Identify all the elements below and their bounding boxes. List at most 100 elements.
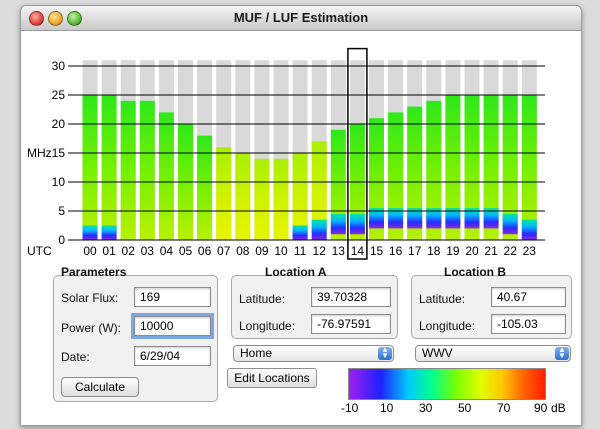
location-b-latitude-label: Latitude:	[419, 292, 466, 306]
x-tick-label: 14	[351, 244, 365, 258]
scale-label: 70	[497, 401, 511, 415]
x-tick-label: 22	[504, 244, 518, 258]
luf-band	[521, 219, 537, 240]
location-a-select[interactable]: Home ▲ ▼	[233, 345, 394, 362]
window-content: 0 5 10 15 20 25 30 MHz UTC 00 01 02 03 04 05 06 07 08 09 10…	[21, 31, 581, 425]
luf-band	[407, 208, 423, 229]
muf-bar	[292, 153, 308, 240]
date-label: Date:	[61, 350, 90, 364]
luf-band	[388, 208, 404, 229]
luf-band	[483, 208, 499, 229]
x-tick-label: 07	[217, 244, 231, 258]
luf-band	[464, 208, 480, 229]
location-a-longitude-input[interactable]: -76.97591	[311, 314, 391, 334]
power-label: Power (W):	[61, 321, 121, 335]
x-tick-label: 13	[332, 244, 346, 258]
x-tick-label: 09	[255, 244, 269, 258]
muf-bar	[101, 95, 117, 240]
x-tick-label: 06	[198, 244, 212, 258]
location-b-selected: WWV	[422, 346, 453, 360]
luf-band	[101, 225, 117, 240]
x-tick-label: 01	[102, 244, 116, 258]
luf-band	[292, 225, 308, 240]
db-color-scale	[348, 368, 546, 400]
location-a-latitude-input[interactable]: 39.70328	[311, 287, 391, 307]
power-input[interactable]: 10000	[131, 313, 214, 339]
muf-luf-window: MUF / LUF Estimation 0 5 10 15 20 25 30 MHz UTC 0…	[20, 5, 582, 426]
muf-bar	[521, 95, 537, 240]
muf-bar	[197, 135, 213, 240]
zoom-window-button[interactable]	[67, 11, 82, 26]
muf-bar	[483, 95, 499, 240]
muf-bar	[273, 158, 289, 240]
x-tick-label: 04	[160, 244, 174, 258]
y-tick-label: 0	[58, 233, 65, 247]
y-tick-label: 10	[52, 175, 66, 189]
muf-bar	[235, 153, 251, 240]
x-tick-label: 03	[141, 244, 155, 258]
luf-band	[502, 213, 518, 235]
scale-unit-label: dB	[551, 401, 566, 415]
location-b-select[interactable]: WWV ▲ ▼	[415, 345, 571, 362]
location-a-title: Location A	[265, 265, 327, 279]
x-tick-label: 18	[427, 244, 441, 258]
luf-band	[82, 225, 98, 240]
x-tick-label: 23	[523, 244, 537, 258]
location-b-longitude-label: Longitude:	[419, 319, 476, 333]
scale-label: -10	[341, 401, 359, 415]
x-tick-label: 00	[83, 244, 97, 258]
luf-band	[369, 208, 384, 229]
y-axis-label: MHz	[27, 146, 52, 160]
x-tick-label: 16	[389, 244, 403, 258]
location-b-longitude-input[interactable]: -105.03	[491, 314, 566, 334]
y-tick-label: 15	[52, 146, 66, 160]
location-a-selected: Home	[240, 346, 273, 360]
close-window-button[interactable]	[29, 11, 44, 26]
x-tick-label: 02	[122, 244, 136, 258]
selected-hour-highlight	[347, 47, 368, 260]
muf-bar	[330, 129, 346, 240]
muf-bar	[502, 95, 518, 240]
y-tick-label: 5	[58, 204, 65, 218]
date-input[interactable]: 6/29/04	[134, 346, 211, 366]
location-a-latitude-label: Latitude:	[239, 292, 286, 306]
minimize-window-button[interactable]	[48, 11, 63, 26]
scale-label: 90	[534, 401, 548, 415]
muf-bar	[158, 112, 174, 240]
edit-locations-button[interactable]: Edit Locations	[227, 368, 317, 388]
x-tick-label: 11	[294, 244, 307, 258]
luf-band	[426, 208, 442, 229]
x-axis-prefix-label: UTC	[27, 244, 52, 258]
x-tick-label: 08	[236, 244, 250, 258]
x-tick-label: 19	[446, 244, 460, 258]
x-tick-label: 21	[484, 244, 498, 258]
x-tick-label: 12	[313, 244, 327, 258]
location-a-longitude-label: Longitude:	[239, 319, 296, 333]
parameters-title: Parameters	[61, 265, 127, 279]
y-tick-label: 20	[52, 117, 66, 131]
muf-bar	[445, 95, 461, 240]
muf-bar	[254, 158, 270, 240]
location-b-latitude-input[interactable]: 40.67	[491, 287, 566, 307]
solar-flux-label: Solar Flux:	[61, 291, 119, 305]
muf-bar	[464, 95, 480, 240]
y-tick-label: 30	[52, 59, 66, 73]
x-tick-label: 15	[370, 244, 384, 258]
luf-band	[330, 213, 346, 235]
popup-arrows-icon: ▲ ▼	[378, 346, 392, 360]
x-tick-label: 17	[408, 244, 422, 258]
calculate-button[interactable]: Calculate	[61, 377, 139, 397]
x-tick-label: 10	[274, 244, 288, 258]
title-bar[interactable]: MUF / LUF Estimation	[21, 6, 581, 31]
muf-bar	[216, 147, 232, 240]
x-tick-label: 05	[179, 244, 193, 258]
muf-bar	[82, 95, 98, 240]
popup-arrows-icon: ▲ ▼	[555, 346, 569, 360]
y-tick-label: 25	[52, 88, 66, 102]
solar-flux-input[interactable]: 169	[134, 287, 211, 307]
scale-label: 10	[380, 401, 394, 415]
muf-bar	[426, 100, 442, 240]
scale-label: 30	[419, 401, 433, 415]
luf-band	[349, 213, 365, 235]
